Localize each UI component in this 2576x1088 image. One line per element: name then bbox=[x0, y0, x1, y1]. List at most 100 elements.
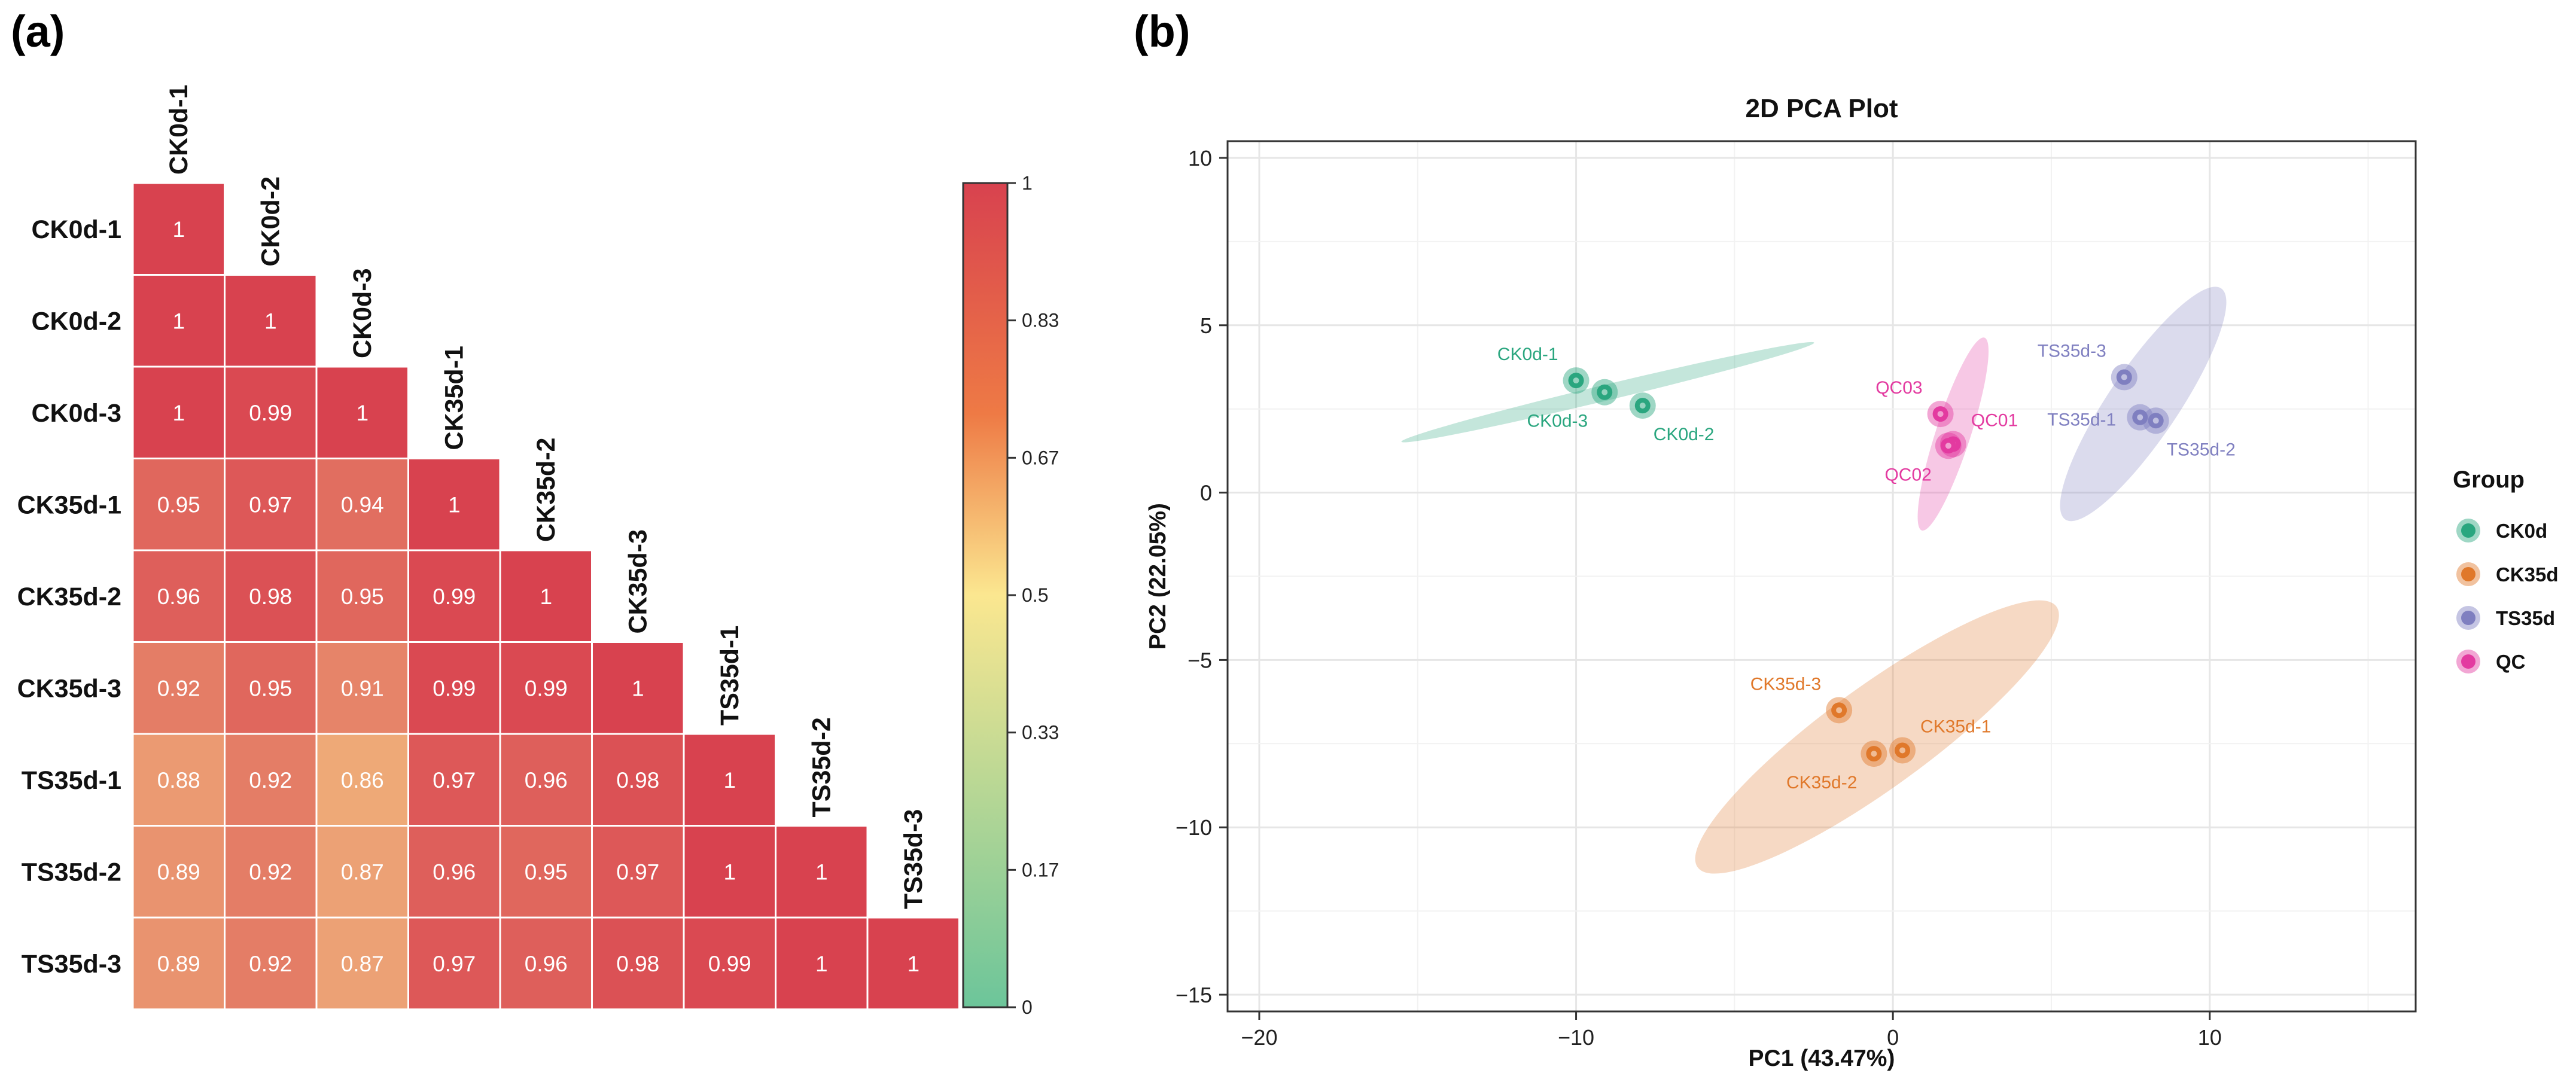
y-tick-label: 10 bbox=[1188, 146, 1212, 170]
heatmap-row-label: CK35d-2 bbox=[17, 583, 121, 611]
heatmap-column-label: CK0d-2 bbox=[256, 176, 285, 267]
heatmap-cell bbox=[315, 641, 409, 735]
heatmap-row-label: CK0d-2 bbox=[31, 307, 121, 336]
legend-entry-label: CK35d bbox=[2496, 563, 2559, 586]
colorbar-tick-label: 1 bbox=[1022, 172, 1033, 194]
y-tick-label: 5 bbox=[1200, 313, 1212, 338]
heatmap-cell-value: 0.88 bbox=[157, 768, 200, 793]
heatmap-row-label: CK0d-1 bbox=[31, 215, 121, 244]
colorbar-tick-label: 0.5 bbox=[1022, 584, 1048, 606]
heatmap-cell bbox=[132, 365, 226, 459]
legend-swatch bbox=[2461, 611, 2475, 625]
heatmap-cell-value: 0.94 bbox=[341, 492, 384, 517]
heatmap-column-label: TS35d-2 bbox=[807, 717, 836, 817]
heatmap-cell bbox=[499, 549, 593, 643]
point-label: TS35d-2 bbox=[2167, 440, 2236, 459]
heatmap-row-label: TS35d-2 bbox=[22, 858, 121, 886]
heatmap-cell bbox=[132, 549, 226, 643]
point-label: CK35d-2 bbox=[1786, 773, 1857, 793]
x-tick-label: 10 bbox=[2198, 1025, 2222, 1050]
heatmap-column-label: CK0d-3 bbox=[348, 268, 377, 358]
data-point-center bbox=[1871, 751, 1877, 757]
heatmap-column-label: CK35d-2 bbox=[532, 438, 561, 542]
heatmap-cell bbox=[224, 274, 318, 368]
heatmap-cell-value: 0.99 bbox=[433, 584, 476, 609]
y-tick-label: −5 bbox=[1187, 648, 1212, 672]
heatmap-cell bbox=[407, 458, 501, 551]
heatmap-cell-value: 1 bbox=[632, 676, 644, 700]
heatmap-cell bbox=[591, 733, 685, 827]
point-label: QC01 bbox=[1971, 410, 2018, 430]
point-label: CK0d-3 bbox=[1527, 412, 1588, 431]
point-label: CK35d-3 bbox=[1750, 674, 1821, 694]
heatmap-cell-value: 0.86 bbox=[341, 768, 384, 793]
heatmap-cell-value: 0.98 bbox=[249, 584, 292, 609]
x-axis-label: PC1 (43.47%) bbox=[1749, 1046, 1895, 1071]
heatmap-cell bbox=[591, 916, 685, 1010]
heatmap-cell bbox=[683, 825, 777, 919]
pca-plot: CK0d-1 CK0d-3 CK0d-2 CK35d-3 CK35d-1 CK35d-2 T… bbox=[1145, 94, 2559, 1071]
panel-b-label: (b) bbox=[1134, 7, 1190, 56]
heatmap-cell bbox=[499, 733, 593, 827]
heatmap-row-label: CK35d-3 bbox=[17, 674, 121, 703]
heatmap-cell-value: 0.99 bbox=[249, 401, 292, 425]
data-point-center bbox=[1899, 747, 1906, 754]
heatmap-cell bbox=[683, 916, 777, 1010]
data-point-center bbox=[1601, 389, 1608, 395]
heatmap-cell-value: 1 bbox=[172, 217, 185, 242]
point-label: CK0d-2 bbox=[1654, 425, 1715, 444]
heatmap-cell-value: 0.92 bbox=[249, 952, 292, 976]
heatmap-cell bbox=[591, 641, 685, 735]
legend-swatch bbox=[2461, 567, 2475, 581]
heatmap-cell bbox=[132, 458, 226, 551]
heatmap-cell-value: 1 bbox=[815, 952, 828, 976]
heatmap-cell bbox=[315, 365, 409, 459]
data-point-center bbox=[1937, 411, 1944, 417]
heatmap-cell-value: 1 bbox=[448, 492, 461, 517]
confidence-ellipse-ck35d bbox=[1695, 600, 2059, 874]
x-tick-label: 0 bbox=[1887, 1025, 1899, 1050]
heatmap-cell-value: 0.96 bbox=[433, 860, 476, 884]
heatmap-cell-value: 0.87 bbox=[341, 860, 384, 884]
confidence-ellipse-ts35d bbox=[2060, 287, 2227, 522]
heatmap-cell-value: 0.99 bbox=[525, 676, 568, 700]
heatmap-cell bbox=[315, 825, 409, 919]
heatmap-cell bbox=[132, 916, 226, 1010]
legend-entry-label: TS35d bbox=[2496, 607, 2555, 629]
data-point-center bbox=[1945, 443, 1951, 449]
legend-swatch bbox=[2461, 654, 2475, 669]
heatmap-row-label: TS35d-3 bbox=[22, 950, 121, 979]
data-point-center bbox=[2121, 374, 2127, 380]
heatmap-cell-value: 0.89 bbox=[157, 860, 200, 884]
heatmap-cell-value: 0.96 bbox=[157, 584, 200, 609]
data-point-center bbox=[1836, 707, 1843, 714]
heatmap-cell-value: 1 bbox=[907, 952, 919, 976]
heatmap-cell bbox=[315, 733, 409, 827]
heatmap-row-label: CK35d-1 bbox=[17, 490, 121, 519]
heatmap-cell-value: 0.87 bbox=[341, 952, 384, 976]
heatmap-cell-value: 0.97 bbox=[433, 952, 476, 976]
heatmap-cell-value: 0.97 bbox=[616, 860, 659, 884]
pca-title: 2D PCA Plot bbox=[1745, 94, 1898, 123]
heatmap-cell-value: 0.92 bbox=[249, 860, 292, 884]
heatmap-cell bbox=[224, 733, 318, 827]
legend-title: Group bbox=[2453, 467, 2525, 493]
heatmap-cell-value: 1 bbox=[356, 401, 369, 425]
heatmap-row-label: CK0d-3 bbox=[31, 399, 121, 428]
point-label: CK35d-1 bbox=[1920, 717, 1991, 737]
heatmap-cell bbox=[499, 916, 593, 1010]
heatmap-cell bbox=[224, 641, 318, 735]
colorbar-tick-label: 0 bbox=[1022, 996, 1033, 1018]
colorbar-tick-label: 0.17 bbox=[1022, 859, 1059, 880]
confidence-ellipse-qc bbox=[1917, 337, 1989, 531]
heatmap-cell bbox=[407, 549, 501, 643]
data-point-center bbox=[2152, 417, 2159, 424]
heatmap-cell-value: 0.96 bbox=[525, 952, 568, 976]
legend-entry-label: QC bbox=[2496, 651, 2526, 673]
data-point-center bbox=[2137, 414, 2143, 420]
heatmap-cell-value: 0.89 bbox=[157, 952, 200, 976]
point-label: TS35d-3 bbox=[2038, 342, 2106, 361]
heatmap-column-label: CK35d-1 bbox=[440, 346, 468, 450]
heatmap-cell-value: 0.95 bbox=[249, 676, 292, 700]
